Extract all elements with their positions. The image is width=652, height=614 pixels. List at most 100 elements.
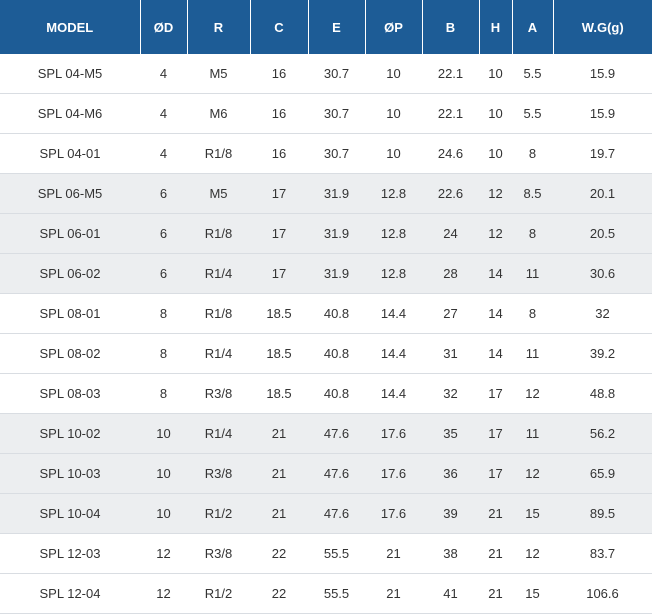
table-cell: 31 xyxy=(422,333,479,374)
table-cell: 10 xyxy=(365,93,422,134)
table-cell: 30.7 xyxy=(308,93,365,134)
table-cell: 11 xyxy=(512,333,553,374)
table-row: SPL 08-01 8 R1/8 18.5 40.8 14.4 27 14 8 32 xyxy=(0,293,652,334)
table-cell: 14 xyxy=(479,253,512,294)
table-cell: 36 xyxy=(422,453,479,494)
table-cell: 31.9 xyxy=(308,173,365,214)
table-row: SPL 10-03 10 R3/8 21 47.6 17.6 36 17 12 65.9 xyxy=(0,453,652,494)
table-cell: 11 xyxy=(512,413,553,454)
table-cell: R1/8 xyxy=(187,293,250,334)
table-cell: 19.7 xyxy=(553,133,652,174)
table-cell: 20.5 xyxy=(553,213,652,254)
table-cell: 31.9 xyxy=(308,253,365,294)
model-cell: SPL 08-02 xyxy=(0,333,140,374)
table-cell: 18.5 xyxy=(250,373,308,414)
table-cell: 12 xyxy=(512,453,553,494)
table-cell: 106.6 xyxy=(553,573,652,614)
table-cell: 12.8 xyxy=(365,173,422,214)
table-cell: 38 xyxy=(422,533,479,574)
table-cell: 35 xyxy=(422,413,479,454)
table-cell: 5.5 xyxy=(512,54,553,94)
table-cell: 4 xyxy=(140,54,187,94)
table-cell: 56.2 xyxy=(553,413,652,454)
table-cell: 21 xyxy=(365,573,422,614)
table-cell: 17 xyxy=(479,373,512,414)
table-cell: 31.9 xyxy=(308,213,365,254)
table-cell: 8 xyxy=(140,293,187,334)
table-cell: 8 xyxy=(140,333,187,374)
header-row: MODEL ØD R C E ØP B H A W.G(g) xyxy=(0,0,652,54)
table-cell: R3/8 xyxy=(187,533,250,574)
table-cell: 39 xyxy=(422,493,479,534)
model-cell: SPL 04-M6 xyxy=(0,93,140,134)
column-header: MODEL xyxy=(0,0,141,54)
table-cell: 55.5 xyxy=(308,533,365,574)
table-cell: 39.2 xyxy=(553,333,652,374)
table-cell: 27 xyxy=(422,293,479,334)
table-row: SPL 04-M6 4 M6 16 30.7 10 22.1 10 5.5 15.9 xyxy=(0,93,652,134)
table-cell: 32 xyxy=(553,293,652,334)
table-cell: 15.9 xyxy=(553,54,652,94)
table-cell: 12 xyxy=(140,573,187,614)
table-cell: R1/2 xyxy=(187,493,250,534)
table-cell: 65.9 xyxy=(553,453,652,494)
column-header: B xyxy=(422,0,480,54)
table-row: SPL 10-04 10 R1/2 21 47.6 17.6 39 21 15 89.5 xyxy=(0,493,652,534)
table-cell: 30.7 xyxy=(308,133,365,174)
column-header: ØP xyxy=(365,0,423,54)
table-cell: 40.8 xyxy=(308,293,365,334)
table-cell: 8.5 xyxy=(512,173,553,214)
table-cell: 24 xyxy=(422,213,479,254)
table-cell: 16 xyxy=(250,93,308,134)
table-cell: M5 xyxy=(187,54,250,94)
table-cell: R1/2 xyxy=(187,573,250,614)
table-cell: 22.1 xyxy=(422,93,479,134)
table-cell: 8 xyxy=(512,213,553,254)
table-row: SPL 12-03 12 R3/8 22 55.5 21 38 21 12 83.7 xyxy=(0,533,652,574)
model-cell: SPL 12-04 xyxy=(0,573,140,614)
table-cell: 21 xyxy=(250,453,308,494)
model-cell: SPL 04-01 xyxy=(0,133,140,174)
model-cell: SPL 12-03 xyxy=(0,533,140,574)
table-cell: 22.1 xyxy=(422,54,479,94)
table-cell: 10 xyxy=(140,453,187,494)
column-header: H xyxy=(479,0,513,54)
model-cell: SPL 06-01 xyxy=(0,213,140,254)
table-cell: 12 xyxy=(512,373,553,414)
table-cell: R3/8 xyxy=(187,453,250,494)
table-cell: 15.9 xyxy=(553,93,652,134)
table-cell: 22 xyxy=(250,533,308,574)
model-cell: SPL 04-M5 xyxy=(0,54,140,94)
table-cell: 22.6 xyxy=(422,173,479,214)
table-cell: 32 xyxy=(422,373,479,414)
table-cell: 14.4 xyxy=(365,333,422,374)
table-cell: 10 xyxy=(140,493,187,534)
table-cell: R3/8 xyxy=(187,373,250,414)
table-cell: 18.5 xyxy=(250,333,308,374)
table-cell: 11 xyxy=(512,253,553,294)
table-cell: 47.6 xyxy=(308,493,365,534)
table-cell: 21 xyxy=(479,493,512,534)
table-row: SPL 04-M5 4 M5 16 30.7 10 22.1 10 5.5 15.9 xyxy=(0,54,652,94)
table-cell: 14.4 xyxy=(365,373,422,414)
column-header: R xyxy=(187,0,251,54)
table-cell: 17.6 xyxy=(365,413,422,454)
table-cell: 24.6 xyxy=(422,133,479,174)
table-cell: 30.6 xyxy=(553,253,652,294)
table-cell: 15 xyxy=(512,573,553,614)
table-cell: R1/4 xyxy=(187,253,250,294)
table-cell: 4 xyxy=(140,133,187,174)
column-header: W.G(g) xyxy=(553,0,652,54)
table-row: SPL 06-M5 6 M5 17 31.9 12.8 22.6 12 8.5 20.1 xyxy=(0,173,652,214)
model-cell: SPL 10-03 xyxy=(0,453,140,494)
table-cell: 12.8 xyxy=(365,213,422,254)
table-cell: 21 xyxy=(250,493,308,534)
table-cell: 8 xyxy=(512,293,553,334)
table-cell: 12 xyxy=(479,213,512,254)
model-cell: SPL 10-02 xyxy=(0,413,140,454)
model-cell: SPL 10-04 xyxy=(0,493,140,534)
column-header: ØD xyxy=(140,0,188,54)
table-cell: 41 xyxy=(422,573,479,614)
table-cell: 12 xyxy=(479,173,512,214)
